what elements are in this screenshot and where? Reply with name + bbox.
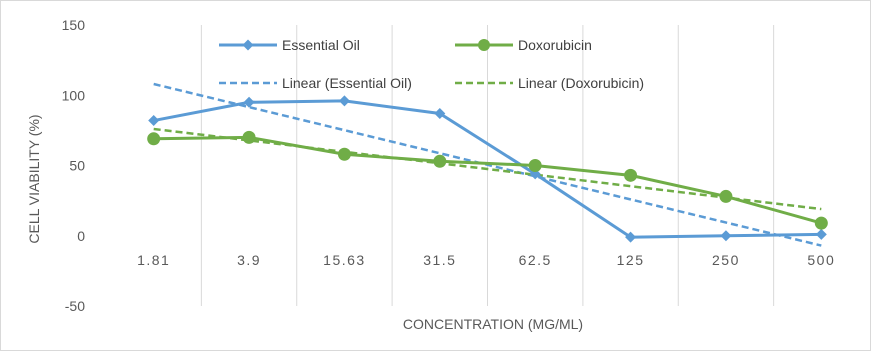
legend: Essential Oil Doxorubicin Linear (Essent… bbox=[219, 37, 644, 91]
series-markers bbox=[147, 95, 828, 243]
x-tick-labels: 1.81 3.9 15.63 31.5 62.5 125 250 500 bbox=[137, 252, 835, 268]
legend-label-doxorubicin: Doxorubicin bbox=[518, 37, 592, 53]
data-point bbox=[147, 132, 161, 146]
data-point bbox=[624, 168, 638, 182]
series-lines bbox=[153, 99, 822, 239]
data-point bbox=[815, 228, 827, 240]
data-point bbox=[337, 147, 351, 161]
trendline bbox=[153, 127, 822, 211]
data-point bbox=[814, 216, 828, 230]
x-tick-label: 31.5 bbox=[423, 252, 456, 268]
x-tick-label: 500 bbox=[807, 252, 835, 268]
data-point bbox=[242, 130, 256, 144]
legend-label-essential-oil: Essential Oil bbox=[282, 37, 360, 53]
y-tick-label: -50 bbox=[65, 298, 85, 314]
data-point bbox=[338, 95, 350, 107]
series-line bbox=[153, 99, 822, 239]
x-tick-label: 125 bbox=[617, 252, 645, 268]
data-point bbox=[148, 115, 160, 127]
legend-item-essential-oil: Essential Oil bbox=[219, 37, 360, 53]
series-line bbox=[153, 135, 822, 225]
data-point bbox=[719, 189, 733, 203]
x-tick-label: 15.63 bbox=[323, 252, 366, 268]
y-tick-label: 0 bbox=[77, 228, 85, 244]
grid-lines bbox=[200, 25, 775, 306]
data-point bbox=[434, 108, 446, 120]
data-point bbox=[528, 159, 542, 172]
legend-marker-diamond-icon bbox=[242, 39, 254, 51]
x-axis-title: CONCENTRATION (MG/ML) bbox=[403, 316, 583, 332]
legend-item-linear-doxorubicin: Linear (Doxorubicin) bbox=[455, 75, 644, 91]
y-tick-labels: -50 0 50 100 150 bbox=[62, 17, 86, 314]
x-tick-label: 1.81 bbox=[137, 252, 170, 268]
data-point bbox=[720, 230, 732, 242]
legend-item-linear-essential-oil: Linear (Essential Oil) bbox=[219, 75, 412, 91]
data-point bbox=[625, 231, 637, 243]
y-tick-label: 100 bbox=[62, 87, 86, 103]
y-axis-title: CELL VIABILITY (%) bbox=[26, 114, 42, 243]
x-tick-label: 62.5 bbox=[519, 252, 552, 268]
y-tick-label: 50 bbox=[69, 158, 85, 174]
data-point bbox=[433, 154, 447, 168]
legend-label-linear-essential-oil: Linear (Essential Oil) bbox=[282, 75, 412, 91]
legend-item-doxorubicin: Doxorubicin bbox=[455, 37, 592, 53]
legend-marker-circle-icon bbox=[478, 39, 490, 51]
y-tick-label: 150 bbox=[62, 17, 86, 33]
x-tick-label: 250 bbox=[712, 252, 740, 268]
x-tick-label: 3.9 bbox=[237, 252, 261, 268]
legend-label-linear-doxorubicin: Linear (Doxorubicin) bbox=[518, 75, 644, 91]
data-point bbox=[243, 96, 255, 108]
